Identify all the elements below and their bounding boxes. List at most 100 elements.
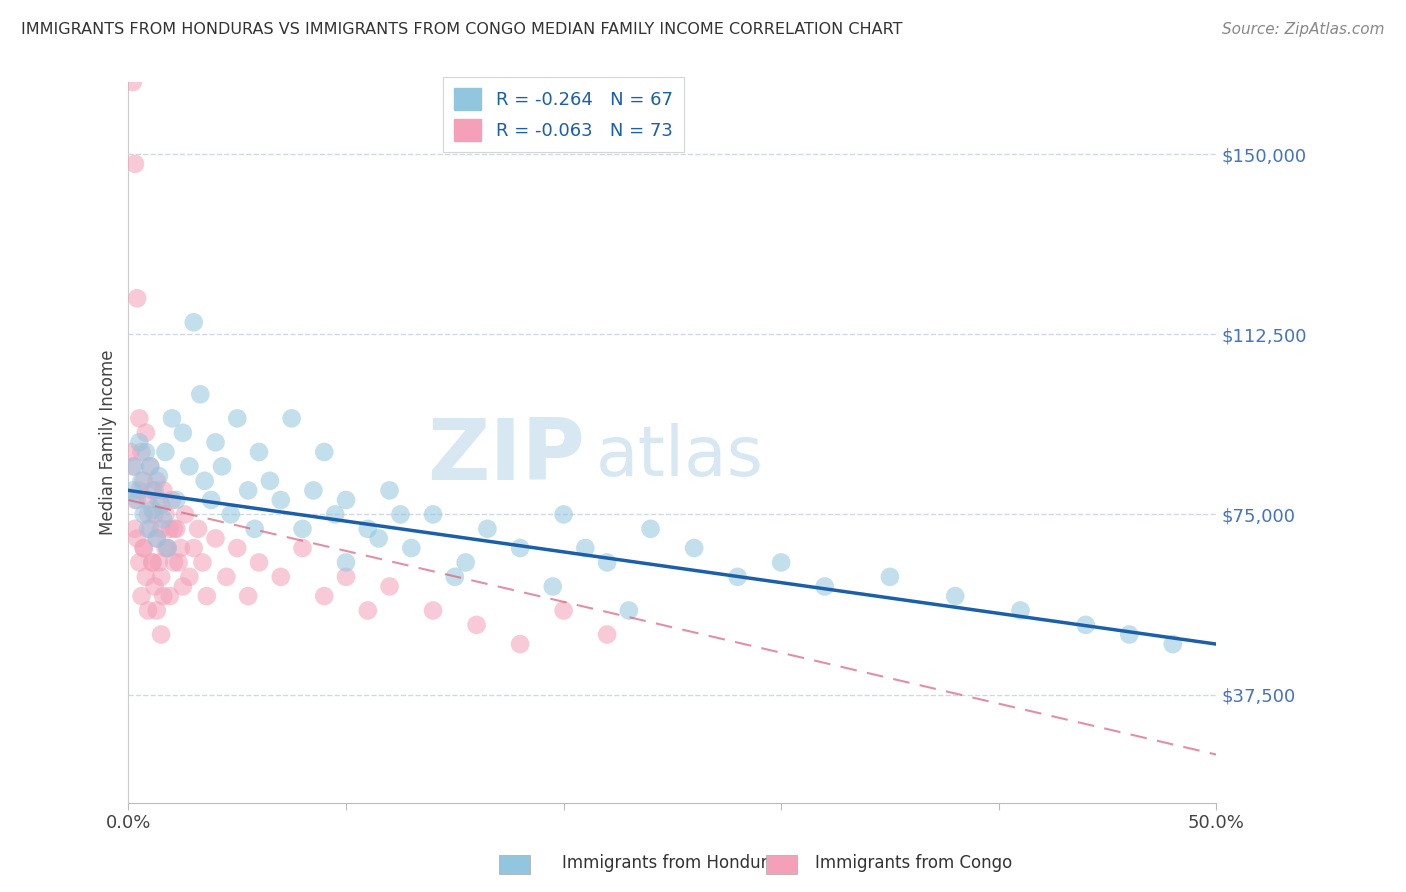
Point [131,445,153,459]
Point [683,541,706,555]
Point [378,579,401,593]
Point [132,474,155,488]
Point [127,532,149,546]
Point [135,445,157,459]
Point [378,483,401,498]
Point [163,522,186,536]
Point [194,474,217,488]
Point [127,493,149,508]
Point [323,508,346,522]
Point [150,627,173,641]
Point [128,411,150,425]
Point [170,541,193,555]
Point [143,508,166,522]
Point [1161,637,1184,651]
Point [226,541,249,555]
Point [280,411,302,425]
Point [302,483,325,498]
Point [541,579,564,593]
Point [314,589,336,603]
Point [172,579,194,593]
Point [148,493,170,508]
Point [160,411,183,425]
Point [335,570,357,584]
Point [465,618,488,632]
Point [145,532,167,546]
Point [159,522,181,536]
Point [200,493,222,508]
Point [1010,603,1032,617]
Point [574,541,596,555]
Point [155,445,177,459]
Point [128,483,150,498]
Legend: R = -0.264   N = 67, R = -0.063   N = 73: R = -0.264 N = 67, R = -0.063 N = 73 [443,77,683,152]
Point [770,556,793,570]
Point [163,556,186,570]
Point [127,291,149,305]
Point [143,483,166,498]
Point [120,445,142,459]
Point [259,474,281,488]
Point [145,603,167,617]
Point [165,522,187,536]
Point [139,522,162,536]
Point [443,570,465,584]
Point [454,556,477,570]
Point [219,508,242,522]
Point [270,493,292,508]
Point [367,532,389,546]
Point [211,459,233,474]
Point [174,508,197,522]
Point [291,522,314,536]
Point [357,522,380,536]
Point [314,445,336,459]
Point [121,483,143,498]
Point [236,589,259,603]
Point [204,435,226,450]
Point [226,411,249,425]
Point [247,556,270,570]
Point [139,459,162,474]
Point [150,522,173,536]
Point [135,425,157,440]
Point [335,556,357,570]
Point [155,541,177,555]
Point [136,522,159,536]
Text: Source: ZipAtlas.com: Source: ZipAtlas.com [1222,22,1385,37]
Point [943,589,966,603]
Point [195,589,218,603]
Point [389,508,412,522]
Point [139,459,162,474]
Point [128,556,150,570]
Point [879,570,901,584]
Point [617,603,640,617]
Point [124,522,146,536]
Point [422,603,444,617]
Point [640,522,662,536]
Point [156,541,179,555]
Point [143,579,166,593]
Point [727,570,749,584]
Y-axis label: Median Family Income: Median Family Income [100,350,117,535]
Point [243,522,266,536]
Point [1118,627,1140,641]
Point [141,556,163,570]
Point [132,508,155,522]
Point [152,483,174,498]
Point [121,459,143,474]
Point [136,603,159,617]
Point [145,532,167,546]
Point [553,508,575,522]
Point [136,493,159,508]
Point [291,541,314,555]
Point [596,556,619,570]
Point [215,570,238,584]
Point [357,603,380,617]
Point [179,459,201,474]
Text: Immigrants from Congo: Immigrants from Congo [815,855,1012,872]
Point [155,508,177,522]
Point [145,474,167,488]
Point [187,522,209,536]
Point [401,541,423,555]
Point [141,502,163,516]
